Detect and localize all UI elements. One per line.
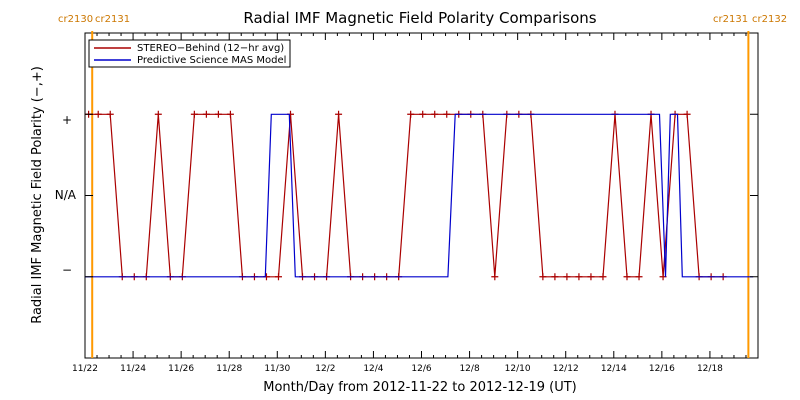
stereo-data-point	[575, 273, 583, 281]
x-tick-label: 12/16	[649, 364, 675, 374]
x-tick-label: 11/22	[72, 364, 98, 374]
stereo-data-point	[274, 273, 282, 281]
legend-label-model: Predictive Science MAS Model	[137, 55, 286, 66]
stereo-data-point	[419, 110, 427, 118]
stereo-data-point	[635, 273, 643, 281]
stereo-data-point	[94, 110, 102, 118]
x-tick-label: 12/12	[553, 364, 579, 374]
stereo-data-point	[431, 110, 439, 118]
x-tick-label: 12/14	[601, 364, 627, 374]
carrington-label-cr2131-right: cr2131	[713, 14, 748, 25]
tick-layer: 11/22 11/24 11/26 11/28 11/30 12/2 12/4 12/6 12/…	[72, 33, 759, 374]
y-axis-label: Radial IMF Magnetic Field Polarity (−,+)	[30, 66, 45, 324]
carrington-label-cr2130: cr2130	[58, 14, 93, 25]
legend: STEREO−Behind (12−hr avg) Predictive Sci…	[88, 39, 291, 68]
model-polarity-line	[85, 113, 754, 278]
chart-title: Radial IMF Magnetic Field Polarity Compa…	[243, 9, 596, 27]
stereo-data-point	[226, 110, 234, 118]
stereo-data-point	[106, 110, 114, 118]
legend-label-stereo: STEREO−Behind (12−hr avg)	[137, 43, 284, 54]
x-tick-label: 11/28	[216, 364, 242, 374]
x-tick-label: 11/24	[120, 364, 146, 374]
x-tick-label: 11/30	[264, 364, 290, 374]
y-tick-label-minus: −	[62, 263, 72, 277]
stereo-data-point	[154, 110, 162, 118]
stereo-data-point	[443, 110, 451, 118]
x-tick-label: 12/4	[363, 364, 383, 374]
stereo-data-point	[539, 273, 547, 281]
stereo-data-point	[407, 110, 415, 118]
stereo-data-point	[190, 110, 198, 118]
stereo-data-point	[202, 110, 210, 118]
x-tick-label: 12/2	[315, 364, 335, 374]
y-tick-label-na: N/A	[55, 188, 77, 202]
stereo-data-point	[623, 273, 631, 281]
series-layer	[85, 110, 754, 281]
stereo-data-point	[551, 273, 559, 281]
x-tick-label: 12/18	[697, 364, 723, 374]
x-axis-label: Month/Day from 2012-11-22 to 2012-12-19 …	[263, 380, 576, 395]
stereo-data-point	[491, 273, 499, 281]
x-tick-label: 12/6	[411, 364, 431, 374]
stereo-data-point	[599, 273, 607, 281]
stereo-polarity-line	[88, 113, 724, 278]
x-tick-label: 12/10	[505, 364, 531, 374]
carrington-label-cr2131-left: cr2131	[95, 14, 130, 25]
stereo-data-point	[214, 110, 222, 118]
legend-box	[88, 39, 291, 68]
stereo-data-point	[587, 273, 595, 281]
x-tick-label: 12/8	[459, 364, 479, 374]
stereo-data-point	[683, 110, 691, 118]
y-tick-label-plus: +	[62, 113, 72, 127]
stereo-data-point	[335, 110, 343, 118]
x-tick-label: 11/26	[168, 364, 194, 374]
carrington-marker-layer	[91, 31, 750, 358]
carrington-label-cr2132: cr2132	[752, 14, 787, 25]
stereo-data-point	[563, 273, 571, 281]
